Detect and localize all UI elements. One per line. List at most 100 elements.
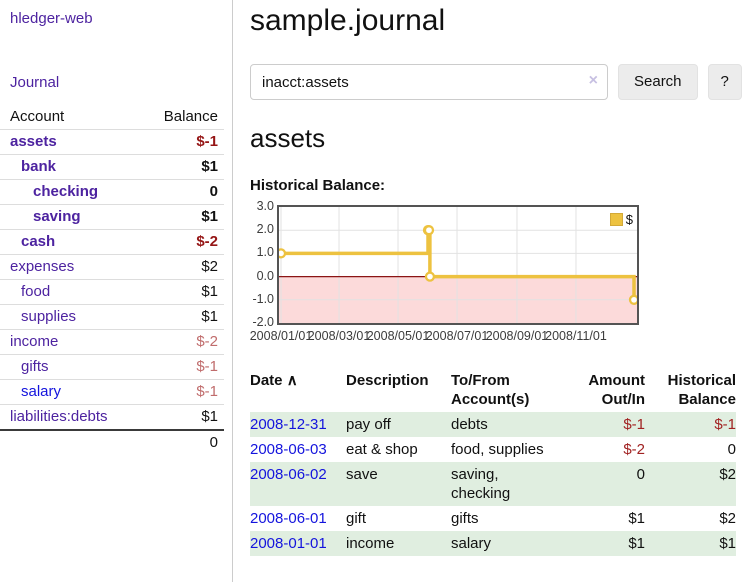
account-balance: $1 [142,404,224,431]
account-link[interactable]: expenses [10,258,75,275]
register-header-description: Description [346,372,429,389]
account-link[interactable]: gifts [21,358,49,375]
account-link[interactable]: liabilities:debts [10,408,108,425]
transaction-date-cell: 2008-01-01 [250,531,346,556]
transaction-date-cell: 2008-06-01 [250,506,346,531]
data-point-marker [423,225,435,236]
transaction-row[interactable]: 2008-12-31 pay off debts $-1 $-1 [250,412,736,437]
account-balance: $-1 [142,129,224,155]
transaction-balance-cell: $2 [719,510,736,527]
app-title-link[interactable]: hledger-web [10,10,93,27]
sort-ascending-icon: ∧ [286,372,298,389]
transaction-balance-cell: $1 [719,535,736,552]
search-form: × Search ? [250,64,742,100]
y-axis-tick-label: -1.0 [252,291,274,306]
account-link[interactable]: food [21,283,51,300]
account-balance: $-2 [142,329,224,355]
search-input[interactable] [250,64,608,100]
account-cell: saving [0,204,143,230]
account-row: gifts $-1 [0,354,224,380]
chart-legend: $ [609,212,633,227]
transaction-date-link[interactable]: 2008-06-01 [250,510,327,527]
register-header-amount: Amount Out/In [588,372,645,408]
account-balance: $1 [142,304,224,330]
sidebar: hledger-web Journal Account Balance asse… [0,0,233,582]
x-axis-tick-label: 2008/01/01 [249,329,313,343]
accounts-table-header-row: Account Balance [0,105,224,130]
transaction-amount-cell: $-2 [623,441,645,458]
account-row: assets $-1 [0,129,224,155]
account-link[interactable]: supplies [21,308,77,325]
register-header-balance: Historical Balance [667,372,736,408]
transaction-row[interactable]: 2008-06-02 save saving, checking 0 $2 [250,462,736,506]
account-link[interactable]: checking [33,183,99,200]
register-header-date[interactable]: Date ∧ [250,368,346,412]
account-cell: bank [0,154,143,180]
transaction-date-link[interactable]: 2008-06-03 [250,441,327,458]
y-axis-tick-label: 1.0 [256,245,274,260]
accounts-table: Account Balance assets $-1 bank $1 checking 0… [0,105,224,455]
transaction-date-link[interactable]: 2008-12-31 [250,416,327,433]
register-header-accounts: To/From Account(s) [451,372,530,408]
transaction-accounts-cell: debts [451,416,488,433]
page-title: sample.journal [250,4,446,37]
account-cell: cash [0,229,143,255]
account-balance: 0 [142,179,224,205]
account-balance: $1 [142,154,224,180]
account-heading: assets [250,123,326,153]
transaction-description-cell: eat & shop [346,441,418,458]
help-button[interactable]: ? [707,64,742,100]
transaction-accounts-cell: saving, checking [451,466,511,502]
search-button[interactable]: Search [618,64,698,100]
account-link[interactable]: cash [21,233,56,250]
transaction-row[interactable]: 2008-01-01 income salary $1 $1 [250,531,736,556]
account-row: supplies $1 [0,304,224,330]
clear-search-icon[interactable]: × [588,72,598,89]
x-axis-tick-label: 2008/03/01 [307,329,371,343]
account-row: saving $1 [0,204,224,230]
transaction-description-cell: income [346,535,395,552]
accounts-header-account: Account [0,105,143,130]
account-cell: assets [0,129,143,155]
account-row: expenses $2 [0,254,224,280]
account-balance: $-2 [142,229,224,255]
transaction-accounts-cell: food, supplies [451,441,544,458]
account-balance: $-1 [142,379,224,405]
legend-swatch [609,213,623,226]
account-row: checking 0 [0,179,224,205]
transaction-date-link[interactable]: 2008-06-02 [250,466,327,483]
sidebar-item-journal[interactable]: Journal [10,74,60,91]
x-axis-tick-label: 2008/09/01 [485,329,549,343]
account-row: salary $-1 [0,379,224,405]
transaction-date-link[interactable]: 2008-01-01 [250,535,327,552]
account-link[interactable]: saving [33,208,81,225]
transaction-amount-cell: $1 [628,535,645,552]
main-content: sample.journal × Search ? assets Histori… [233,0,742,582]
account-link[interactable]: salary [21,383,62,400]
account-link[interactable]: bank [21,158,57,175]
account-cell: food [0,279,143,305]
account-cell: supplies [0,304,143,330]
register-header-row: Date ∧ Description To/From Account(s) Am… [250,368,736,412]
account-link[interactable]: assets [10,133,57,150]
account-balance: $-1 [142,354,224,380]
accounts-total-row: 0 [0,429,224,455]
transaction-accounts-cell: gifts [451,510,479,527]
transaction-amount-cell: 0 [636,466,645,483]
y-axis-tick-label: 3.0 [256,199,274,213]
chart-series-svg [279,207,637,323]
transaction-date-cell: 2008-12-31 [250,412,346,437]
transaction-description-cell: pay off [346,416,391,433]
transaction-amount-cell: $1 [628,510,645,527]
account-cell: salary [0,379,143,405]
account-balance: $1 [142,204,224,230]
date-header-label: Date [250,372,283,389]
x-axis-tick-label: 2008/05/01 [366,329,430,343]
account-link[interactable]: income [10,333,59,350]
account-cell: expenses [0,254,143,280]
transaction-row[interactable]: 2008-06-03 eat & shop food, supplies $-2 0 [250,437,736,462]
transaction-row[interactable]: 2008-06-01 gift gifts $1 $2 [250,506,736,531]
account-cell: income [0,329,143,355]
account-row: income $-2 [0,329,224,355]
